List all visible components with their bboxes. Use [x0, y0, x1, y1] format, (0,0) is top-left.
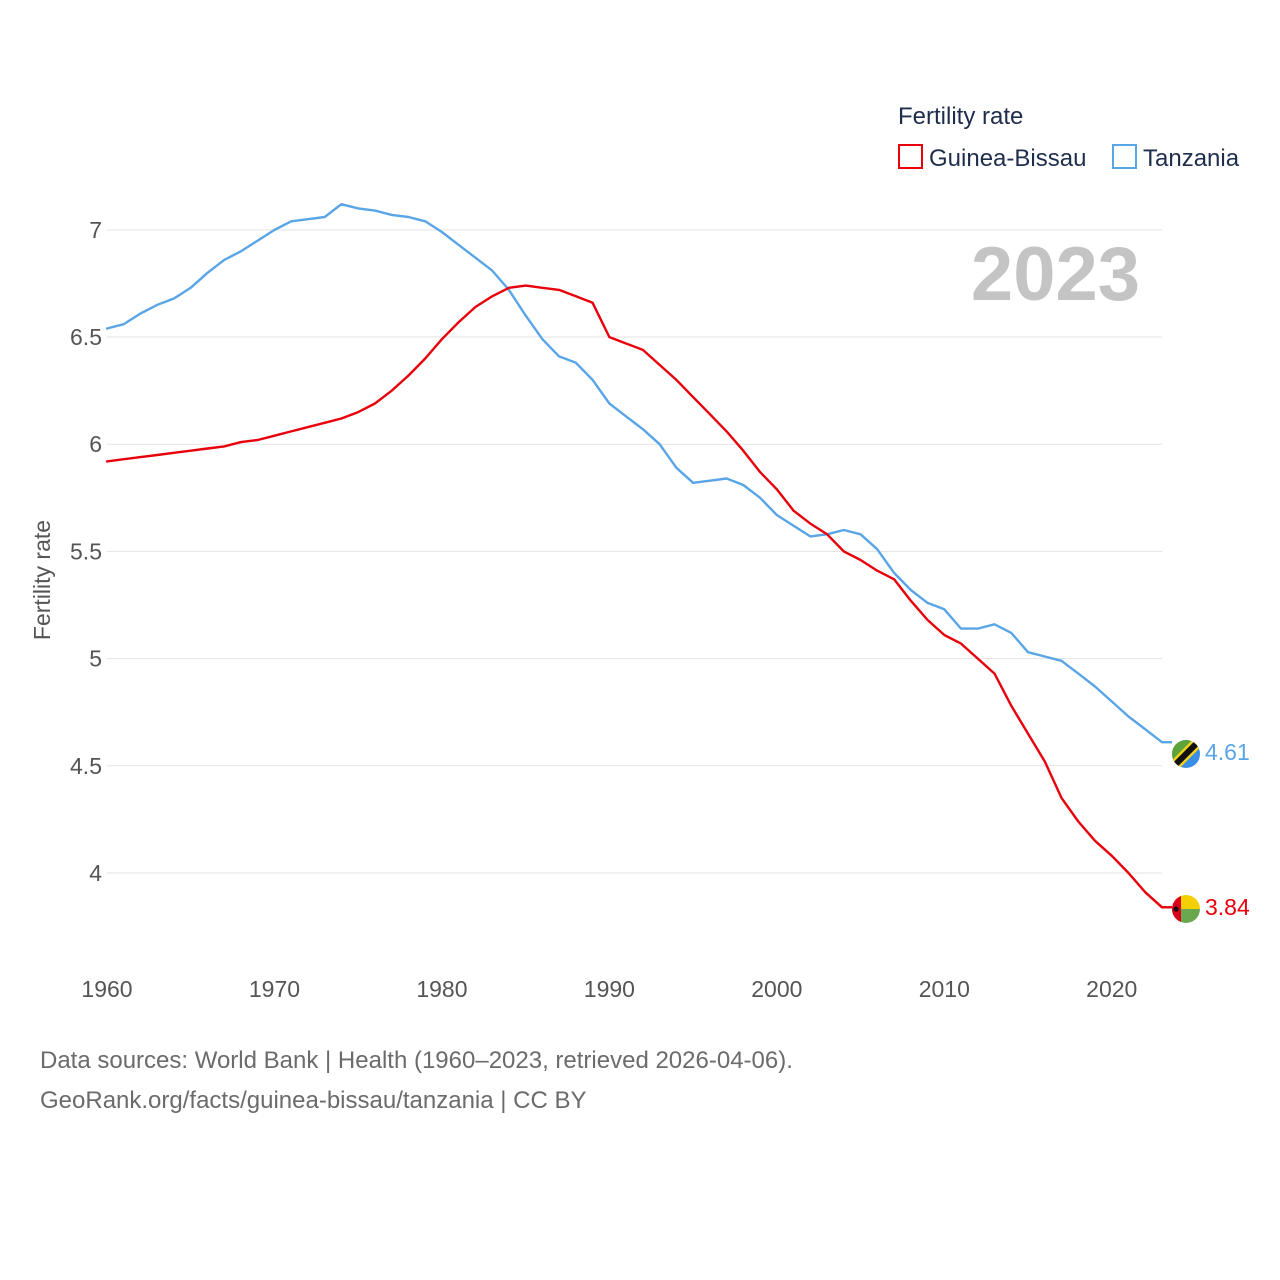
tanzania-flag-icon — [1172, 740, 1200, 768]
y-tick-label: 4 — [89, 860, 102, 886]
y-tick-label: 5.5 — [70, 538, 102, 564]
y-tick-label: 6.5 — [70, 324, 102, 350]
legend-item-guinea-bissau[interactable]: Guinea-Bissau — [898, 144, 1086, 172]
x-axis-ticks: 1960 1970 1980 1990 2000 2010 2020 — [81, 976, 1137, 1002]
x-tick-label: 1990 — [584, 976, 635, 1002]
y-tick-label: 6 — [89, 431, 102, 457]
x-tick-label: 2020 — [1086, 976, 1137, 1002]
end-value-tanzania: 4.61 — [1205, 739, 1250, 765]
y-axis-ticks: 4 4.5 5 5.5 6 6.5 7 — [70, 217, 102, 886]
guinea-bissau-flag-icon — [1172, 895, 1200, 923]
series-lines — [105, 202, 1172, 909]
attribution-link[interactable]: GeoRank.org/facts/guinea-bissau/tanzania… — [40, 1087, 587, 1114]
end-value-guinea-bissau: 3.84 — [1205, 894, 1250, 920]
x-tick-label: 2000 — [751, 976, 802, 1002]
legend-swatch-tanzania — [1112, 144, 1137, 169]
legend-label-tanzania: Tanzania — [1143, 145, 1240, 172]
legend-label-guinea-bissau: Guinea-Bissau — [929, 145, 1086, 172]
legend-title: Fertility rate — [898, 103, 1023, 130]
series-line-tanzania[interactable] — [105, 202, 1164, 744]
x-tick-label: 2010 — [919, 976, 970, 1002]
x-tick-label: 1960 — [81, 976, 132, 1002]
legend-item-tanzania[interactable]: Tanzania — [1112, 144, 1240, 172]
data-source-text: Data sources: World Bank | Health (1960–… — [40, 1047, 793, 1074]
y-axis-label: Fertility rate — [29, 520, 55, 640]
y-tick-label: 4.5 — [70, 753, 102, 779]
grid-lines — [107, 229, 1162, 874]
x-tick-label: 1970 — [249, 976, 300, 1002]
series-line-guinea-bissau[interactable] — [105, 284, 1164, 909]
x-tick-label: 1980 — [416, 976, 467, 1002]
y-tick-label: 5 — [89, 646, 102, 672]
legend-swatch-guinea-bissau — [898, 144, 923, 169]
y-tick-label: 7 — [89, 217, 102, 243]
legend: Fertility rate Guinea-Bissau Tanzania — [898, 103, 1240, 172]
current-year-label: 2023 — [971, 232, 1140, 317]
